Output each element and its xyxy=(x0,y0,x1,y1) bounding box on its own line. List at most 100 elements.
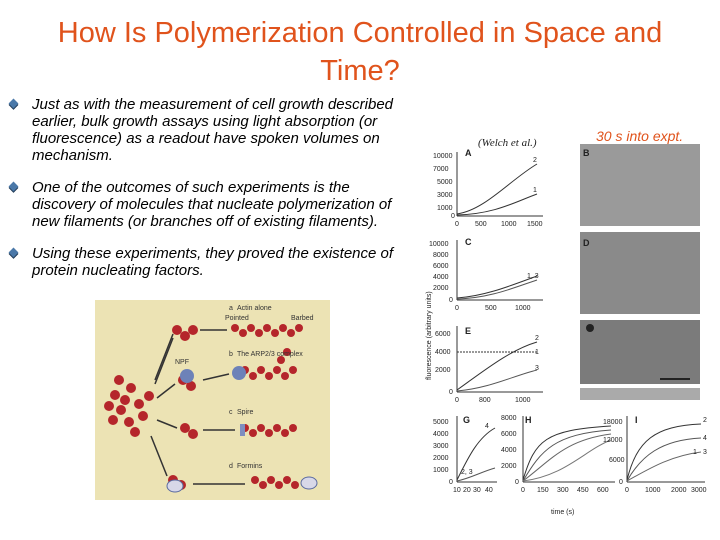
tick-label: 6000 xyxy=(433,263,449,270)
panel-i: I 18000 12000 6000 0 0 1000 2000 3000 2 … xyxy=(603,415,707,494)
illustration-row-text: Formins xyxy=(237,463,263,470)
panel-c: C 10000 8000 6000 4000 2000 0 0 500 1000… xyxy=(429,237,543,312)
tick-label: 1000 xyxy=(433,467,449,474)
micrograph-b: B xyxy=(580,144,700,226)
tick-label: 300 xyxy=(557,487,569,494)
curve-line xyxy=(522,425,612,481)
bullet-text: Using these experiments, they proved the… xyxy=(32,245,394,279)
tick-label: 40 xyxy=(485,487,493,494)
curve-line xyxy=(626,423,702,481)
panel-label: C xyxy=(465,237,472,247)
x-axis-label: time (s) xyxy=(551,509,574,516)
tick-label: 500 xyxy=(485,305,497,312)
panel-a: A 10000 7000 5000 3000 1000 0 0 500 1000… xyxy=(433,148,543,228)
bullet-text: Just as with the measurement of cell gro… xyxy=(32,96,394,164)
tick-label: 600 xyxy=(597,487,609,494)
bullet-text: One of the outcomes of such experiments … xyxy=(32,179,392,230)
tick-label: 0 xyxy=(451,213,455,220)
tick-label: 0 xyxy=(449,297,453,304)
curve-line xyxy=(456,467,496,482)
tick-label: 0 xyxy=(449,389,453,396)
tick-label: 500 xyxy=(475,221,487,228)
panel-label: H xyxy=(525,415,532,425)
illustration-row-letter: c xyxy=(229,409,233,416)
panel-label: B xyxy=(583,148,590,158)
tick-label: 10000 xyxy=(433,153,453,160)
curve-line xyxy=(626,451,702,482)
tick-label: 5000 xyxy=(437,179,453,186)
tick-label: 2000 xyxy=(501,463,517,470)
tick-label: 450 xyxy=(577,487,589,494)
tick-label: 1000 xyxy=(645,487,661,494)
slide-title: How Is Polymerization Controlled in Spac… xyxy=(57,17,663,87)
polymerization-assay-figure: fluorescence (arbitrary units) time (s) … xyxy=(425,144,707,516)
bullet-icon xyxy=(8,98,19,109)
tick-label: 0 xyxy=(515,479,519,486)
panel-g: G 5000 4000 3000 2000 1000 0 10 20 30 40… xyxy=(425,412,707,500)
tick-label: 20 xyxy=(463,487,471,494)
tick-label: 150 xyxy=(537,487,549,494)
actin-nucleation-illustration: a Actin alone Pointed Barbed b The ARP2/… xyxy=(95,300,330,500)
illustration-row-text: Actin alone xyxy=(237,305,272,312)
curve-line xyxy=(456,193,538,216)
panel-label: E xyxy=(465,326,471,336)
tick-label: 1000 xyxy=(515,397,531,404)
tick-label: 4000 xyxy=(433,274,449,281)
experiment-label: 30 s into expt. xyxy=(596,128,684,144)
tick-label: 8000 xyxy=(433,252,449,259)
tick-label: 800 xyxy=(479,397,491,404)
tick-label: 0 xyxy=(455,221,459,228)
pointed-end-label: Pointed xyxy=(225,315,249,322)
tick-label: 3000 xyxy=(433,443,449,450)
bullet-icon xyxy=(8,181,19,192)
curve-label: 4 xyxy=(703,435,707,442)
panel-label: D xyxy=(583,238,590,248)
tick-label: 1000 xyxy=(501,221,517,228)
panel-label: A xyxy=(465,148,472,158)
curve-label: 1 xyxy=(693,449,697,456)
tick-label: 1500 xyxy=(527,221,543,228)
curve-line xyxy=(626,437,702,482)
tick-label: 4000 xyxy=(433,431,449,438)
curve-line xyxy=(522,439,612,482)
tick-label: 0 xyxy=(521,487,525,494)
panel-label: I xyxy=(635,415,638,425)
curve-label: 2, 3 xyxy=(461,469,473,476)
curve-line xyxy=(456,163,538,215)
tick-label: 8000 xyxy=(501,415,517,422)
curve-line xyxy=(522,433,612,482)
tick-label: 3000 xyxy=(437,192,453,199)
micrograph-f xyxy=(580,320,700,400)
curve-line xyxy=(522,429,612,482)
tick-label: 12000 xyxy=(603,437,623,444)
tick-label: 1000 xyxy=(437,205,453,212)
tick-label: 10000 xyxy=(429,241,449,248)
tick-label: 0 xyxy=(619,479,623,486)
npf-label: NPF xyxy=(175,359,189,366)
curve-label: 2 xyxy=(703,417,707,424)
tick-label: 2000 xyxy=(433,455,449,462)
curve-label: 1 xyxy=(533,187,537,194)
curve-line xyxy=(456,275,538,299)
micrograph-d: D xyxy=(580,232,700,314)
curve-label: 1 xyxy=(535,349,539,356)
curve-label: 3 xyxy=(703,449,707,456)
tick-label: 2000 xyxy=(671,487,687,494)
arp23-complex-icon xyxy=(180,366,246,383)
spire-icon xyxy=(240,424,245,436)
panel-e: E 6000 4000 2000 0 0 800 1000 2 1 3 xyxy=(435,326,543,404)
y-axis-label: fluorescence (arbitrary units) xyxy=(426,291,433,380)
curve-label: 3 xyxy=(535,365,539,372)
formin-icon xyxy=(166,476,318,493)
tick-label: 6000 xyxy=(435,331,451,338)
curve-line xyxy=(456,341,538,391)
tick-label: 5000 xyxy=(433,419,449,426)
bullet-icon xyxy=(8,247,19,258)
bullet-item: Just as with the measurement of cell gro… xyxy=(8,96,410,164)
panel-label: G xyxy=(463,415,470,425)
tick-label: 4000 xyxy=(435,349,451,356)
tick-label: 0 xyxy=(455,305,459,312)
illustration-row-letter: d xyxy=(229,463,233,470)
curve-line xyxy=(456,279,538,300)
tick-label: 2000 xyxy=(433,285,449,292)
